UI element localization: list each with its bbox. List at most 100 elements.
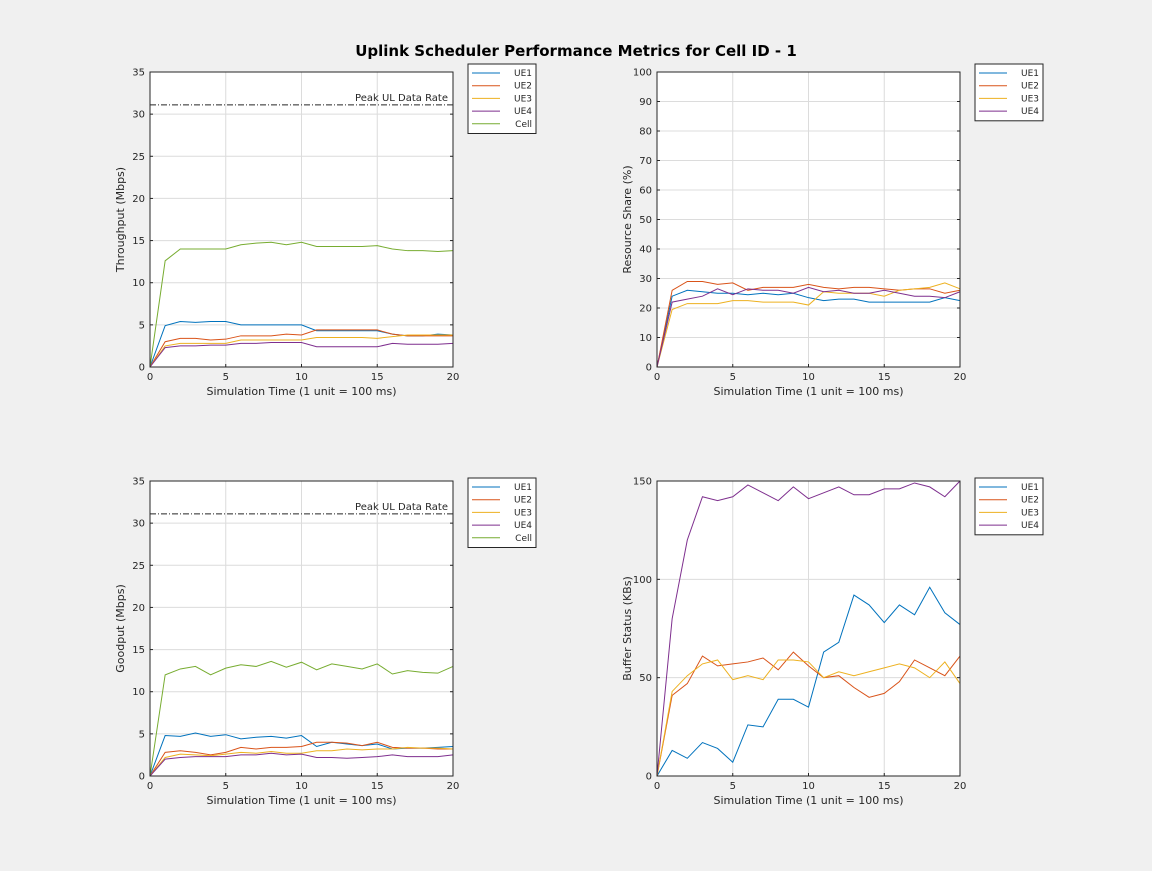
x-tick-label: 0 — [654, 372, 660, 383]
legend-entry-ue1: UE1 — [1021, 483, 1039, 493]
legend-entry-ue2: UE2 — [1021, 496, 1039, 506]
x-tick-label: 5 — [223, 372, 229, 383]
axes-box — [656, 71, 961, 368]
series-line-ue3 — [656, 659, 961, 777]
x-tick-label: 10 — [802, 781, 815, 792]
legend-entry-ue1: UE1 — [1021, 69, 1039, 79]
y-tick-label: 10 — [132, 687, 145, 698]
x-tick-label: 0 — [147, 781, 153, 792]
x-axis-label: Simulation Time (1 unit = 100 ms) — [206, 794, 396, 807]
series-line-ue1 — [656, 586, 961, 777]
legend: UE1 UE2 UE3 UE4 Cell — [467, 63, 537, 134]
series-line-ue1 — [149, 732, 454, 777]
y-tick-label: 0 — [646, 772, 652, 783]
x-tick-label: 0 — [147, 372, 153, 383]
y-axis-label: Throughput (Mbps) — [114, 167, 127, 273]
y-tick-label: 10 — [132, 278, 145, 289]
figure-title: Uplink Scheduler Performance Metrics for… — [355, 42, 797, 60]
axes-box — [149, 480, 454, 777]
x-tick-label: 10 — [802, 372, 815, 383]
x-tick-label: 15 — [878, 781, 891, 792]
x-tick-label: 15 — [371, 372, 384, 383]
x-tick-label: 0 — [654, 781, 660, 792]
legend-entry-ue3: UE3 — [514, 94, 532, 104]
y-tick-label: 30 — [132, 110, 145, 121]
x-tick-label: 20 — [954, 781, 967, 792]
x-tick-label: 20 — [954, 372, 967, 383]
x-tick-label: 20 — [447, 372, 460, 383]
series-line-ue4 — [656, 286, 961, 368]
x-tick-label: 20 — [447, 781, 460, 792]
x-tick-label: 5 — [223, 781, 229, 792]
y-tick-label: 50 — [639, 673, 652, 684]
y-tick-label: 60 — [639, 186, 652, 197]
legend-entry-ue4: UE4 — [514, 521, 532, 531]
series-line-ue3 — [149, 334, 453, 368]
y-axis-label: Goodput (Mbps) — [114, 584, 127, 673]
chart-buffer_status: 0 5 10 15 20 0 50 100 150 Simulation Time (1 unit… — [621, 477, 1044, 807]
y-tick-label: 100 — [633, 575, 652, 586]
legend-box — [467, 63, 537, 134]
y-tick-label: 15 — [132, 236, 145, 247]
legend-entry-ue1: UE1 — [514, 483, 532, 493]
chart-resource_share: 0 5 10 15 20 0 10 20 30 40 50 60 70 80 90 100 Simulation… — [621, 63, 1044, 398]
legend-entry-cell: Cell — [515, 534, 532, 544]
y-tick-label: 30 — [639, 274, 652, 285]
y-tick-label: 0 — [139, 772, 145, 783]
axes-box — [149, 71, 454, 368]
y-tick-label: 35 — [132, 68, 145, 79]
y-tick-label: 20 — [639, 304, 652, 315]
y-tick-label: 50 — [639, 215, 652, 226]
axes-box — [656, 480, 961, 777]
x-tick-label: 10 — [295, 781, 308, 792]
x-tick-label: 10 — [295, 372, 308, 383]
y-tick-label: 80 — [639, 127, 652, 138]
y-axis-label: Resource Share (%) — [621, 165, 634, 273]
y-tick-label: 35 — [132, 477, 145, 488]
legend-entry-ue1: UE1 — [514, 69, 532, 79]
x-tick-label: 5 — [730, 781, 736, 792]
series-line-ue2 — [656, 651, 961, 777]
y-tick-label: 40 — [639, 245, 652, 256]
chart-goodput: 0 5 10 15 20 0 5 10 15 20 25 30 35 Peak UL Data Rate S… — [114, 477, 537, 807]
y-tick-label: 70 — [639, 156, 652, 167]
x-tick-label: 15 — [878, 372, 891, 383]
x-axis-label: Simulation Time (1 unit = 100 ms) — [206, 385, 396, 398]
legend: UE1 UE2 UE3 UE4 Cell — [467, 477, 537, 548]
series-line-ue4 — [149, 752, 454, 777]
series-line-ue4 — [149, 342, 454, 368]
y-tick-label: 0 — [139, 363, 145, 374]
legend-entry-ue3: UE3 — [514, 508, 532, 518]
y-tick-label: 90 — [639, 97, 652, 108]
legend-entry-ue3: UE3 — [1021, 508, 1039, 518]
chart-throughput: 0 5 10 15 20 0 5 10 15 20 25 30 35 Peak UL Data Rate S… — [114, 63, 537, 398]
y-tick-label: 5 — [139, 320, 145, 331]
x-axis-label: Simulation Time (1 unit = 100 ms) — [713, 385, 903, 398]
y-tick-label: 0 — [646, 363, 652, 374]
legend: UE1 UE2 UE3 UE4 — [974, 477, 1044, 536]
legend-entry-ue3: UE3 — [1021, 94, 1039, 104]
y-tick-label: 10 — [639, 333, 652, 344]
series-line-ue3 — [656, 282, 961, 368]
peak-ul-data-rate-label: Peak UL Data Rate — [355, 93, 448, 104]
series-line-cell — [149, 241, 454, 368]
legend-entry-ue4: UE4 — [1021, 107, 1039, 117]
series-line-cell — [149, 660, 454, 777]
legend-entry-cell: Cell — [515, 120, 532, 130]
series-line-ue4 — [656, 480, 961, 777]
x-axis-label: Simulation Time (1 unit = 100 ms) — [713, 794, 903, 807]
y-tick-label: 20 — [132, 194, 145, 205]
peak-ul-data-rate-label: Peak UL Data Rate — [355, 502, 448, 513]
y-tick-label: 20 — [132, 603, 145, 614]
x-tick-label: 5 — [730, 372, 736, 383]
y-tick-label: 100 — [633, 68, 652, 79]
y-tick-label: 5 — [139, 729, 145, 740]
y-axis-label: Buffer Status (KBs) — [621, 576, 634, 681]
legend-entry-ue4: UE4 — [1021, 521, 1039, 531]
y-tick-label: 150 — [633, 477, 652, 488]
series-line-ue3 — [149, 746, 454, 777]
series-line-ue1 — [656, 289, 961, 368]
legend-entry-ue2: UE2 — [1021, 82, 1039, 92]
y-tick-label: 25 — [132, 561, 145, 572]
